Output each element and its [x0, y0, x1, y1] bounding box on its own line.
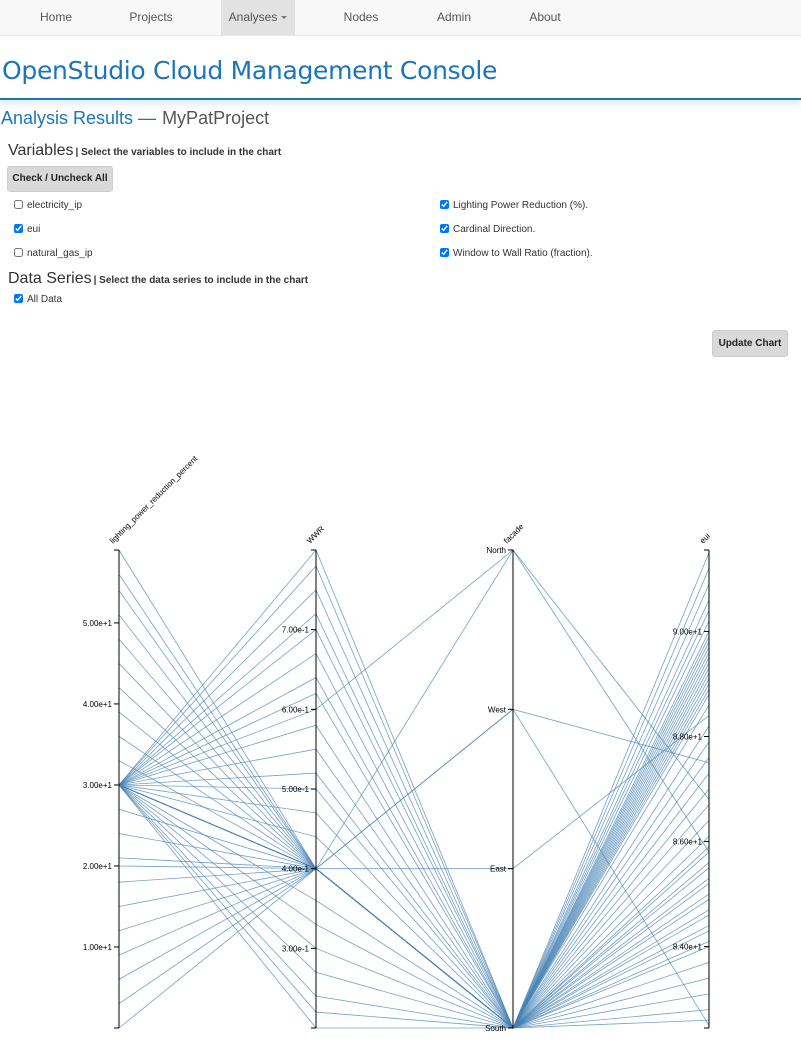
data-line	[118, 574, 710, 1029]
tick-label: 9.00e+1	[673, 627, 703, 636]
tick-label: South	[485, 1024, 506, 1033]
variables-section: Variables | Select the variables to inclu…	[8, 142, 281, 160]
data-line	[118, 868, 710, 1029]
data-line	[118, 641, 710, 1029]
data-line	[118, 741, 710, 1029]
tick-label: North	[486, 546, 506, 555]
project-name: MyPatProject	[162, 108, 270, 128]
data-line	[118, 549, 710, 870]
checkbox[interactable]	[14, 224, 23, 233]
checkbox[interactable]	[440, 248, 449, 257]
axis-title: facade	[502, 522, 526, 546]
section-hint: | Select the data series to include in t…	[93, 275, 309, 286]
data-line	[118, 657, 710, 1029]
header-rule	[0, 98, 801, 100]
tick-label: 3.00e+1	[83, 781, 113, 790]
tick-label: 8.80e+1	[673, 732, 703, 741]
nav-item[interactable]: Admin	[436, 10, 471, 24]
data-line	[118, 678, 710, 1029]
checkbox[interactable]	[440, 224, 449, 233]
tick-label: East	[490, 865, 507, 874]
option-label: Cardinal Direction.	[453, 224, 536, 235]
tick-label: 8.40e+1	[673, 943, 703, 952]
parallel-chart: lighting_power_reduction_percent 1.00e+1 2…	[83, 454, 712, 1033]
tick-label: 2.00e+1	[83, 862, 113, 871]
checkbox[interactable]	[440, 200, 449, 209]
checkbox-option[interactable]: natural_gas_ip	[14, 247, 93, 261]
tick-label: 5.00e-1	[282, 785, 310, 794]
checkbox-option[interactable]: Window to Wall Ratio (fraction).	[440, 247, 593, 261]
tick-label: 1.00e+1	[83, 943, 113, 952]
axis-title: WWR	[305, 524, 326, 545]
data-line	[118, 757, 710, 1029]
data-line	[118, 784, 710, 1029]
option-label: Window to Wall Ratio (fraction).	[453, 248, 593, 259]
checkbox-option[interactable]: Cardinal Direction.	[440, 223, 535, 237]
option-label: eui	[27, 224, 41, 235]
tick-label: 8.60e+1	[673, 838, 703, 847]
checkbox-option[interactable]: All Data	[14, 293, 62, 307]
data-line	[118, 725, 710, 1029]
nav-item[interactable]: Analyses	[221, 0, 295, 35]
toggle-button[interactable]: Check / Uncheck All	[7, 166, 113, 192]
tick-label: 6.00e-1	[282, 705, 310, 714]
option-label: electricity_ip	[27, 200, 83, 211]
section-title: Variables	[8, 142, 74, 159]
data-line	[118, 704, 710, 1029]
section-hint: | Select the variables to include in the…	[75, 147, 282, 158]
data-line	[118, 646, 710, 1029]
update-button[interactable]: Update Chart	[712, 330, 788, 357]
data-line	[118, 784, 710, 1029]
series-section: Data Series | Select the data series to i…	[8, 270, 308, 288]
checkbox-option[interactable]: electricity_ip	[14, 199, 82, 213]
data-line	[118, 620, 710, 1029]
section-title: Data Series	[8, 270, 92, 287]
data-line	[118, 636, 710, 1029]
option-label: Lighting Power Reduction (%).	[453, 200, 589, 211]
checkbox[interactable]	[14, 248, 23, 257]
nav-bar: Home Projects Analyses Nodes Admin About	[0, 0, 801, 36]
app-title: OpenStudio Cloud Management Console	[2, 56, 498, 85]
tick-label: 3.00e-1	[282, 944, 310, 953]
axis-title: lighting_power_reduction_percent	[108, 454, 200, 546]
nav-item[interactable]: Projects	[129, 10, 173, 24]
option-label: natural_gas_ip	[27, 248, 93, 259]
data-line	[118, 631, 710, 1029]
data-line	[118, 610, 710, 1029]
data-line	[118, 772, 710, 1029]
data-line	[118, 708, 710, 1026]
data-line	[118, 784, 710, 1029]
data-line	[118, 549, 710, 853]
checkbox[interactable]	[14, 200, 23, 209]
axis-title: eui	[698, 531, 712, 545]
tick-label: West	[488, 705, 507, 714]
data-line	[118, 565, 710, 1030]
data-line	[118, 667, 710, 1029]
checkbox-option[interactable]: Lighting Power Reduction (%).	[440, 199, 588, 213]
data-line	[118, 599, 710, 1029]
data-line	[118, 583, 710, 1029]
nav-item[interactable]: Nodes	[343, 10, 379, 24]
data-line	[118, 715, 710, 870]
heading-text: Analysis Results —	[1, 108, 157, 128]
checkbox-option[interactable]: eui	[14, 223, 40, 237]
nav-item[interactable]: About	[529, 10, 561, 24]
checkbox[interactable]	[14, 294, 23, 303]
tick-label: 4.00e-1	[282, 865, 310, 874]
data-line	[118, 694, 710, 1029]
nav-item[interactable]: Home	[39, 10, 72, 24]
option-label: All Data	[27, 294, 63, 305]
tick-label: 4.00e+1	[83, 700, 113, 709]
tick-label: 5.00e+1	[83, 619, 113, 628]
page-heading: Analysis Results — MyPatProject	[1, 108, 269, 129]
tick-label: 7.00e-1	[282, 626, 310, 635]
